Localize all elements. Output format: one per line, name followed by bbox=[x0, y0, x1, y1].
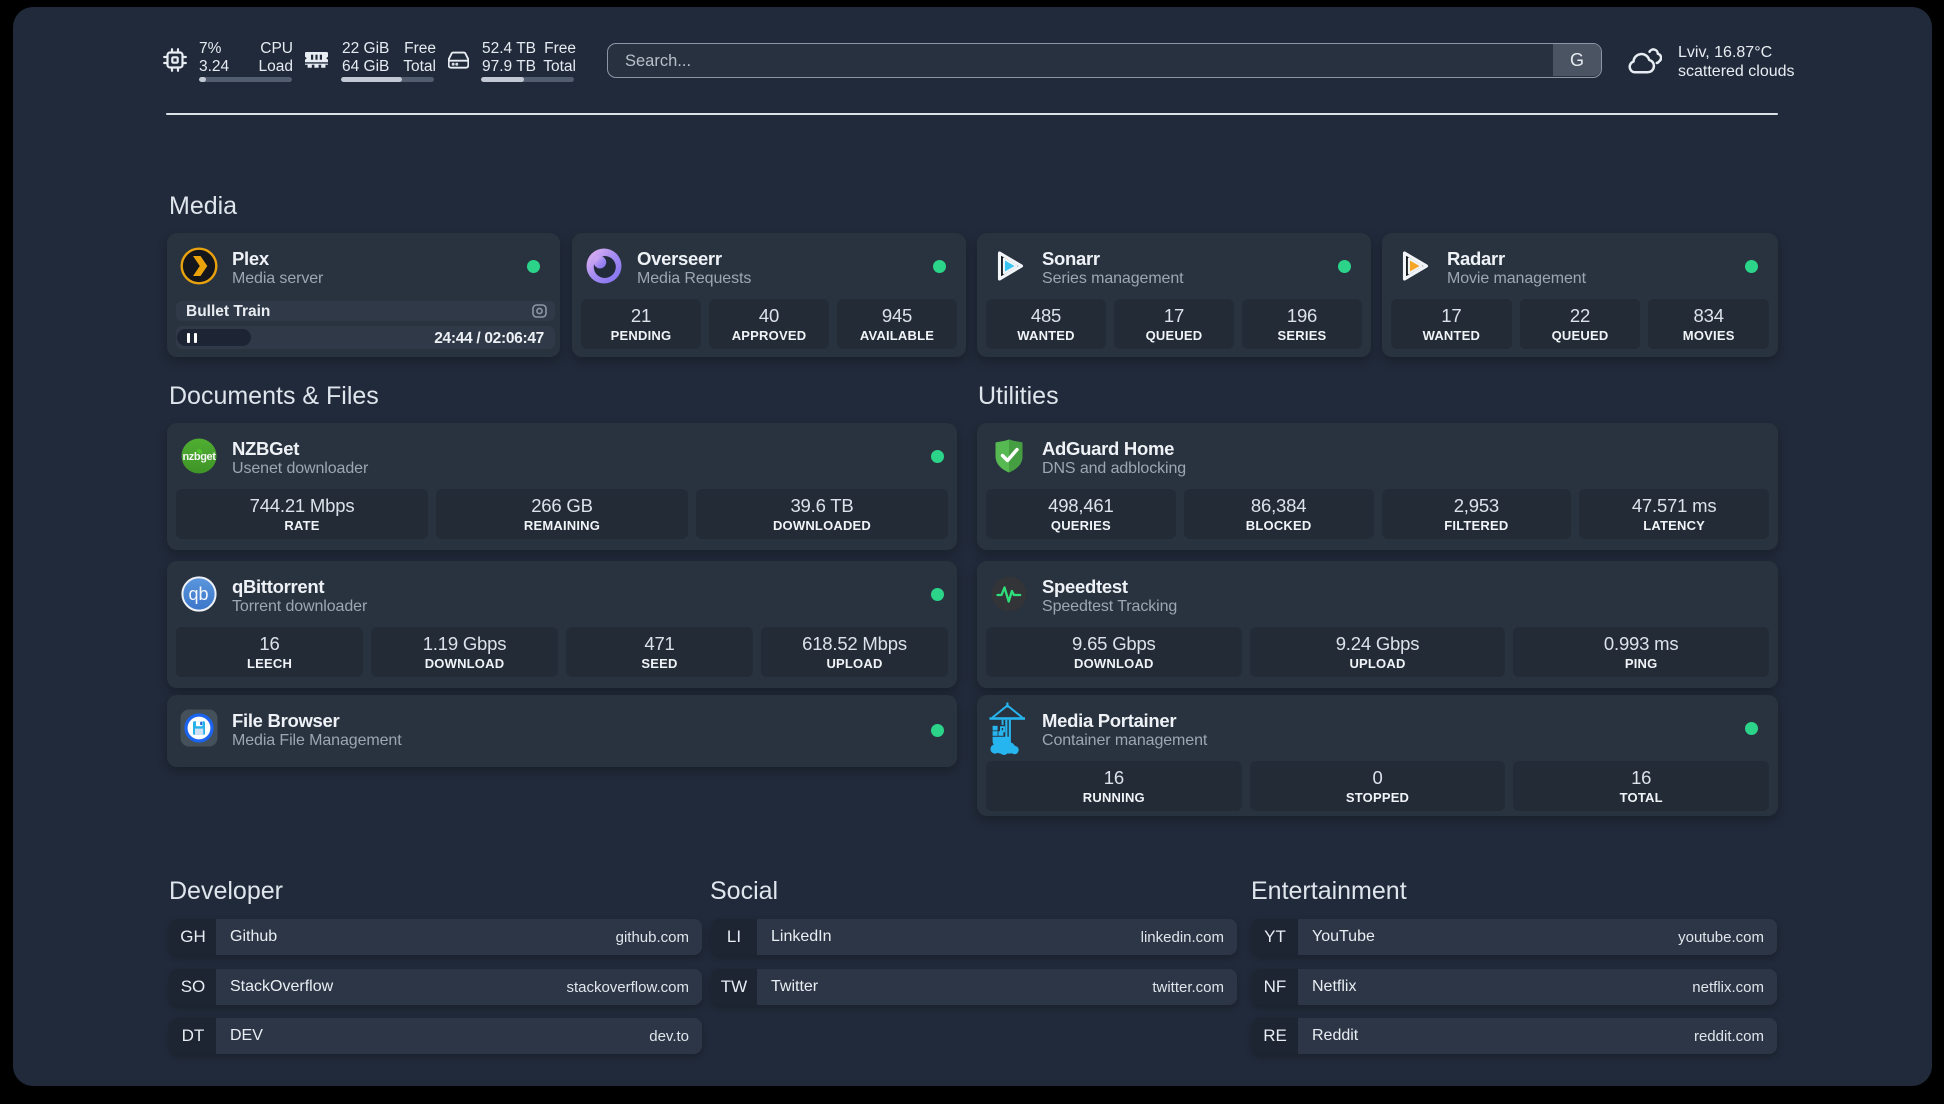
svg-text:nzbget: nzbget bbox=[182, 451, 216, 463]
svg-text:qb: qb bbox=[188, 584, 208, 604]
